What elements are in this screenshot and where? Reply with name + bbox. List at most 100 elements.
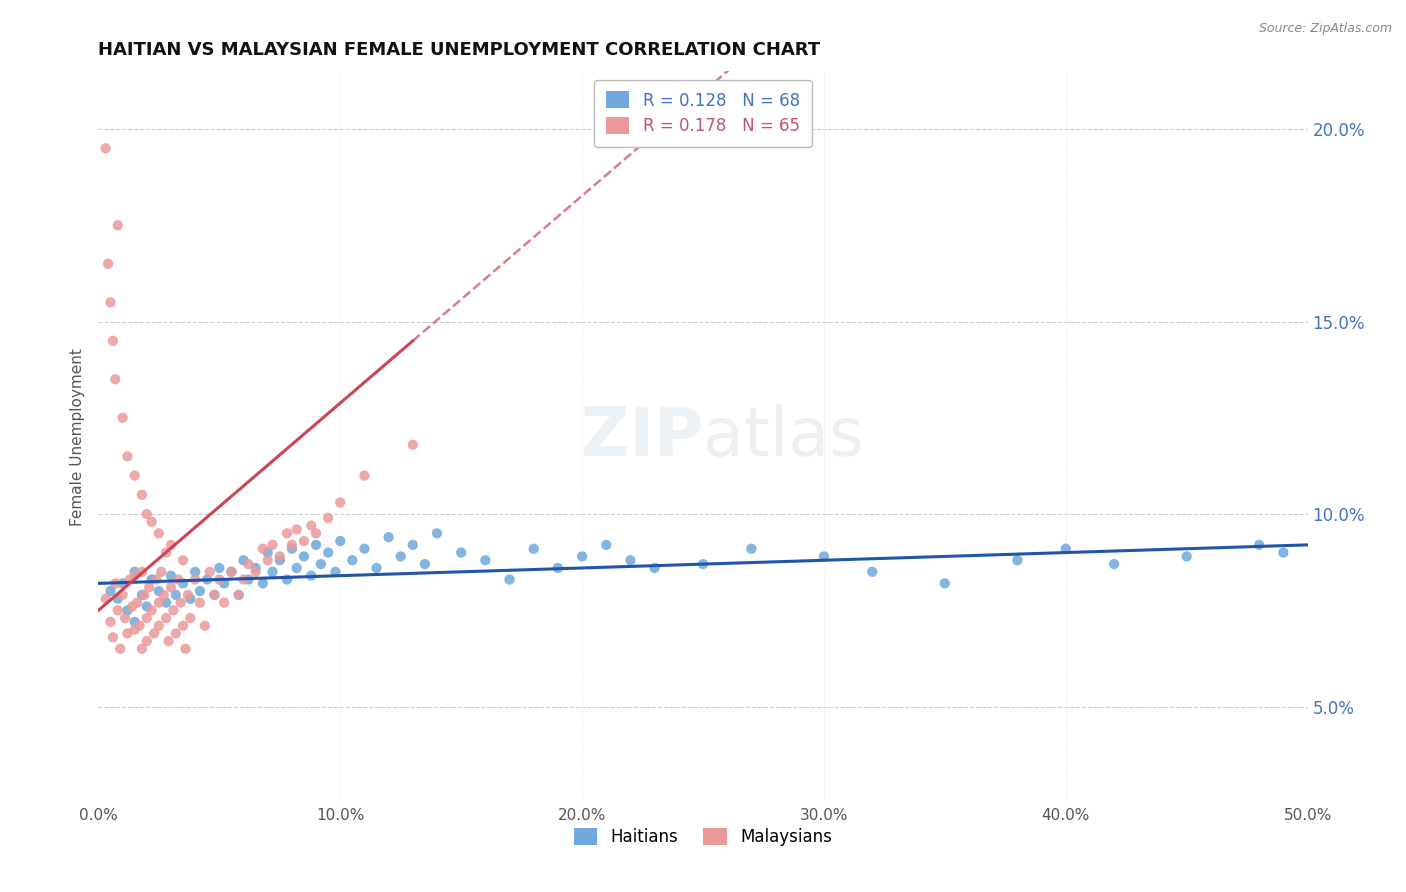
- Point: [194, 618, 217, 632]
- Point: [135, 611, 157, 625]
- Point: [111, 410, 134, 425]
- Point: [184, 573, 207, 587]
- Point: [101, 334, 124, 348]
- Point: [342, 553, 364, 567]
- Point: [121, 599, 143, 614]
- Point: [276, 526, 298, 541]
- Point: [285, 561, 308, 575]
- Point: [104, 372, 127, 386]
- Point: [204, 588, 226, 602]
- Point: [160, 568, 183, 582]
- Text: atlas: atlas: [703, 404, 863, 470]
- Point: [262, 538, 284, 552]
- Point: [124, 615, 146, 629]
- Point: [1054, 541, 1077, 556]
- Point: [238, 557, 260, 571]
- Point: [212, 596, 235, 610]
- Point: [128, 618, 150, 632]
- Point: [299, 568, 322, 582]
- Point: [141, 573, 163, 587]
- Point: [402, 438, 425, 452]
- Point: [165, 626, 187, 640]
- Point: [118, 573, 141, 587]
- Point: [813, 549, 835, 564]
- Point: [167, 573, 190, 587]
- Point: [402, 538, 425, 552]
- Text: HAITIAN VS MALAYSIAN FEMALE UNEMPLOYMENT CORRELATION CHART: HAITIAN VS MALAYSIAN FEMALE UNEMPLOYMENT…: [98, 41, 821, 59]
- Point: [117, 450, 139, 464]
- Point: [111, 576, 134, 591]
- Point: [172, 553, 194, 567]
- Point: [174, 641, 197, 656]
- Point: [94, 141, 117, 155]
- Point: [305, 538, 328, 552]
- Point: [124, 468, 146, 483]
- Point: [148, 584, 170, 599]
- Point: [134, 588, 156, 602]
- Point: [329, 534, 352, 549]
- Point: [595, 538, 617, 552]
- Point: [127, 596, 149, 610]
- Point: [100, 615, 122, 629]
- Point: [934, 576, 956, 591]
- Point: [245, 561, 267, 575]
- Point: [228, 588, 250, 602]
- Point: [208, 561, 231, 575]
- Point: [316, 511, 339, 525]
- Point: [389, 549, 412, 564]
- Point: [108, 641, 131, 656]
- Point: [325, 565, 347, 579]
- Point: [143, 626, 166, 640]
- Point: [172, 618, 194, 632]
- Point: [204, 588, 226, 602]
- Point: [179, 591, 201, 606]
- Point: [148, 526, 170, 541]
- Text: ZIP: ZIP: [581, 404, 703, 470]
- Point: [169, 596, 191, 610]
- Point: [172, 576, 194, 591]
- Point: [262, 565, 284, 579]
- Point: [131, 565, 153, 579]
- Point: [157, 634, 180, 648]
- Point: [165, 588, 187, 602]
- Point: [124, 565, 146, 579]
- Point: [100, 584, 122, 599]
- Point: [162, 603, 184, 617]
- Point: [329, 495, 352, 509]
- Point: [366, 561, 388, 575]
- Point: [155, 596, 177, 610]
- Point: [117, 603, 139, 617]
- Point: [131, 488, 153, 502]
- Point: [135, 507, 157, 521]
- Point: [1007, 553, 1029, 567]
- Point: [195, 573, 218, 587]
- Point: [141, 603, 163, 617]
- Point: [692, 557, 714, 571]
- Point: [188, 596, 211, 610]
- Point: [1102, 557, 1125, 571]
- Point: [238, 573, 260, 587]
- Point: [124, 568, 146, 582]
- Point: [413, 557, 436, 571]
- Point: [177, 588, 200, 602]
- Point: [276, 573, 298, 587]
- Point: [498, 573, 520, 587]
- Point: [141, 515, 163, 529]
- Point: [426, 526, 449, 541]
- Point: [131, 641, 153, 656]
- Point: [228, 588, 250, 602]
- Point: [94, 591, 117, 606]
- Point: [256, 553, 278, 567]
- Point: [305, 526, 328, 541]
- Point: [523, 541, 546, 556]
- Point: [208, 573, 231, 587]
- Point: [269, 553, 291, 567]
- Text: Source: ZipAtlas.com: Source: ZipAtlas.com: [1258, 22, 1392, 36]
- Point: [155, 611, 177, 625]
- Point: [124, 623, 146, 637]
- Point: [740, 541, 762, 556]
- Point: [107, 591, 129, 606]
- Point: [148, 596, 170, 610]
- Point: [281, 541, 304, 556]
- Point: [114, 611, 136, 625]
